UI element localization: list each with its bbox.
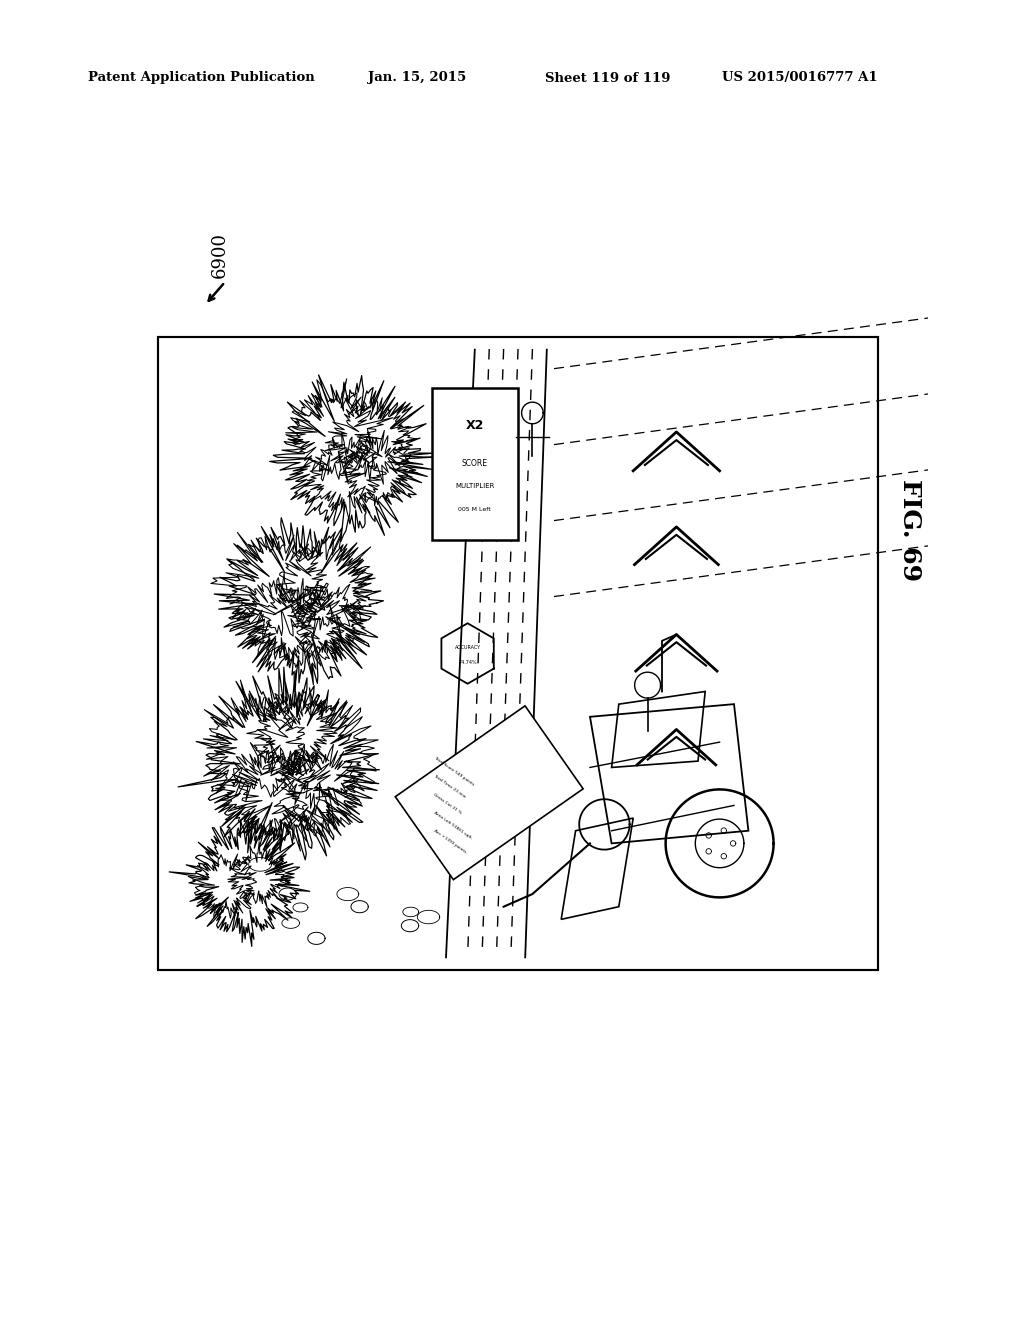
Text: Area Left 53861 sqft.: Area Left 53861 sqft. <box>432 810 473 840</box>
Bar <box>158 337 878 970</box>
Text: Grass Cut 31 %: Grass Cut 31 % <box>432 792 463 814</box>
Text: US 2015/0016777 A1: US 2015/0016777 A1 <box>722 71 878 84</box>
Text: MULTIPLIER: MULTIPLIER <box>455 483 495 490</box>
Bar <box>158 337 878 970</box>
Text: 005 M Left: 005 M Left <box>459 507 492 512</box>
Text: Total Time 23 min: Total Time 23 min <box>432 774 467 800</box>
Text: Acc +1393 points.: Acc +1393 points. <box>432 829 468 854</box>
Text: X2: X2 <box>466 420 484 432</box>
Text: 74.74%: 74.74% <box>459 660 477 665</box>
Text: Sheet 119 of 119: Sheet 119 of 119 <box>545 71 671 84</box>
Text: FIG. 69: FIG. 69 <box>898 479 922 581</box>
Text: Patent Application Publication: Patent Application Publication <box>88 71 314 84</box>
Text: Total Score 549 points: Total Score 549 points <box>432 755 474 787</box>
Text: 6900: 6900 <box>211 232 229 279</box>
FancyBboxPatch shape <box>395 706 583 879</box>
Text: ACCURACY: ACCURACY <box>455 645 480 649</box>
Bar <box>431 388 518 540</box>
Text: SCORE: SCORE <box>462 459 487 469</box>
Text: Jan. 15, 2015: Jan. 15, 2015 <box>368 71 466 84</box>
